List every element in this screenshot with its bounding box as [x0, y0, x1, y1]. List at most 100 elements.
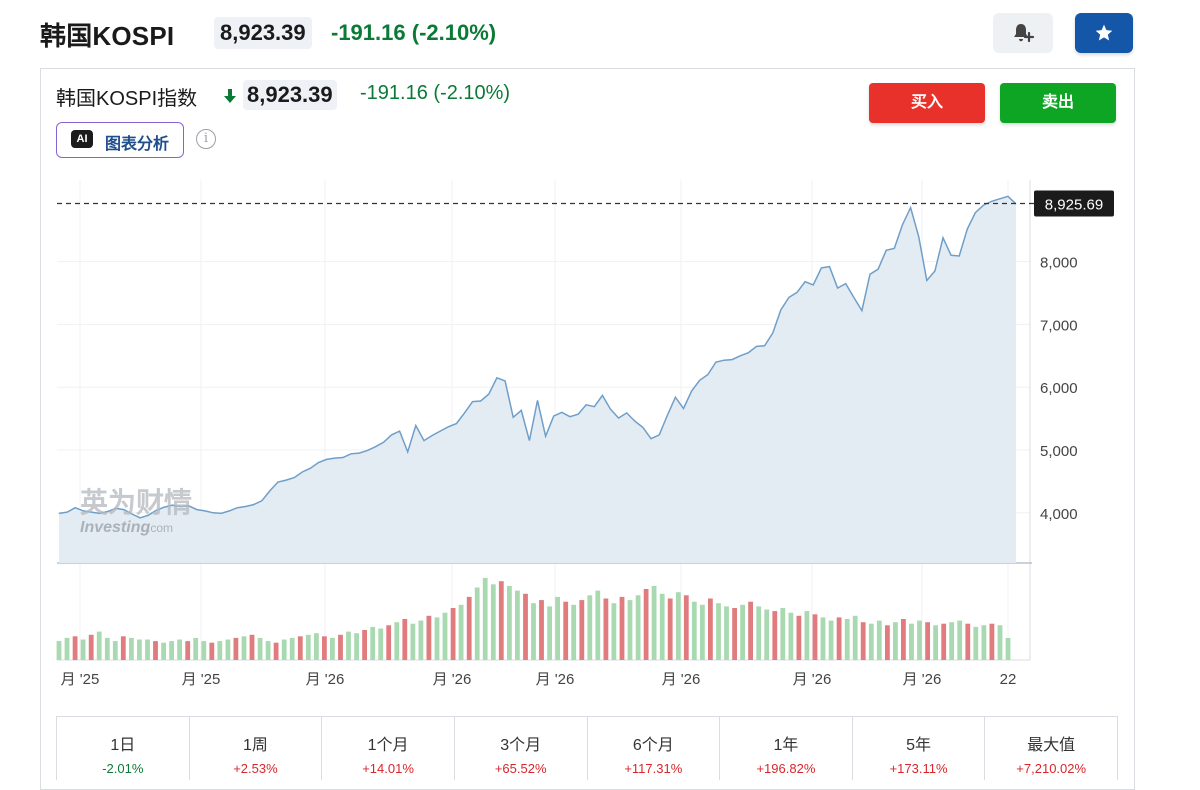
volume-bar: [314, 633, 319, 660]
x-tick-label: 22: [1000, 671, 1017, 688]
volume-bar: [876, 620, 882, 660]
volume-bar: [120, 636, 126, 660]
volume-bar: [868, 623, 874, 660]
period-tab[interactable]: 6个月 +117.31%: [588, 717, 721, 780]
volume-bar: [112, 641, 118, 660]
volume-bar: [289, 637, 295, 660]
volume-bar: [64, 637, 70, 660]
period-label: 3个月: [500, 737, 542, 754]
x-tick-label: 月 '26: [903, 671, 942, 688]
volume-bar: [161, 642, 166, 660]
volume-bar: [362, 630, 367, 660]
watchlist-star-button[interactable]: [1075, 13, 1133, 53]
sell-button[interactable]: 卖出: [1000, 83, 1116, 123]
volume-bar: [659, 593, 665, 660]
volume-bar: [56, 641, 62, 660]
period-change: +7,210.02%: [1016, 761, 1087, 776]
volume-bar: [434, 617, 440, 660]
volume-bar: [370, 626, 376, 660]
x-tick-label: 月 '26: [536, 671, 575, 688]
volume-bar: [683, 595, 689, 660]
page-title: 韩国KOSPI: [40, 21, 175, 51]
period-tab[interactable]: 1周 +2.53%: [190, 717, 323, 780]
volume-bar: [949, 622, 955, 660]
bell-plus-icon: [1014, 24, 1035, 43]
volume-bar: [716, 603, 721, 660]
x-tick-label: 月 '26: [793, 671, 832, 688]
volume-bar: [901, 619, 906, 660]
x-tick-label: 月 '26: [433, 671, 472, 688]
y-tick-label: 4,000: [1040, 506, 1078, 523]
volume-bar: [893, 622, 898, 660]
period-tab[interactable]: 1日 -2.01%: [57, 717, 190, 780]
volume-bar: [498, 581, 504, 660]
volume-bar: [651, 585, 657, 660]
volume-bar: [740, 604, 745, 660]
volume-bar: [426, 615, 432, 660]
x-tick-label: 月 '26: [306, 671, 345, 688]
volume-bar: [249, 634, 255, 660]
volume-bar: [844, 619, 850, 660]
period-change: +173.11%: [889, 761, 948, 776]
volume-bar: [233, 637, 239, 660]
volume-bar: [418, 620, 424, 660]
period-change: +117.31%: [624, 761, 683, 776]
volume-bar: [700, 604, 705, 660]
volume-bar: [88, 634, 94, 660]
volume-bar: [458, 604, 464, 660]
ai-chart-analysis-button[interactable]: AI 图表分析: [56, 122, 184, 158]
volume-bar: [836, 617, 842, 660]
volume-bar: [780, 608, 786, 660]
volume-bar: [330, 637, 335, 660]
volume-bar: [989, 623, 995, 660]
volume-bar: [587, 595, 593, 660]
volume-bar: [531, 603, 536, 660]
period-change: +65.52%: [494, 761, 547, 776]
volume-bar: [129, 637, 134, 660]
volume-bar: [611, 603, 617, 660]
volume-bar: [145, 639, 150, 660]
volume-bar: [1005, 637, 1011, 660]
volume-bar: [603, 598, 609, 660]
price-chart[interactable]: 4,000 5,000 6,000 7,000 8,000 月 '25 月 '25 月 '26…: [0, 0, 1200, 700]
volume-bar: [490, 584, 496, 660]
y-tick-label: 7,000: [1040, 317, 1078, 334]
info-icon[interactable]: i: [196, 129, 216, 149]
page-scrollbar[interactable]: [1182, 0, 1200, 780]
current-price-label: 8,925.69: [1045, 197, 1103, 214]
volume-bar: [764, 609, 770, 660]
performance-periods: 1日 -2.01% 1周 +2.53% 1个月 +14.01% 3个月 +65.52% 6个月 +…: [56, 716, 1118, 780]
volume-bar: [185, 641, 191, 660]
volume-bar: [724, 606, 729, 660]
volume-bar: [378, 628, 384, 660]
index-price: 8,923.39: [243, 80, 337, 110]
x-tick-label: 月 '26: [662, 671, 701, 688]
volume-bar: [305, 634, 311, 660]
period-tab[interactable]: 最大值 +7,210.02%: [985, 717, 1117, 780]
volume-bar: [973, 626, 979, 660]
period-tab[interactable]: 3个月 +65.52%: [455, 717, 588, 780]
volume-bar: [394, 622, 400, 660]
header-change-pct: (-2.10%): [411, 20, 497, 45]
down-arrow-icon: [223, 88, 237, 109]
x-tick-label: 月 '25: [61, 671, 100, 688]
alert-button[interactable]: [993, 13, 1053, 53]
buy-button[interactable]: 买入: [869, 83, 985, 123]
volume-bar: [209, 642, 215, 660]
page-header: 韩国KOSPI 8,923.39 -191.16 (-2.10%): [0, 0, 1200, 68]
y-tick-label: 5,000: [1040, 443, 1078, 460]
period-change: +2.53%: [233, 761, 278, 776]
volume-bar: [965, 623, 971, 660]
volume-bar: [941, 623, 947, 660]
period-tab[interactable]: 5年 +173.11%: [853, 717, 986, 780]
period-tab[interactable]: 1年 +196.82%: [720, 717, 853, 780]
volume-bar: [828, 620, 834, 660]
period-tab[interactable]: 1个月 +14.01%: [322, 717, 455, 780]
index-change-value: -191.16: [360, 82, 428, 104]
volume-bar: [812, 614, 818, 660]
volume-bar: [193, 637, 199, 660]
volume-bar: [579, 600, 585, 660]
volume-bar: [708, 598, 713, 660]
period-label: 1周: [242, 737, 268, 754]
volume-bar: [265, 641, 271, 660]
